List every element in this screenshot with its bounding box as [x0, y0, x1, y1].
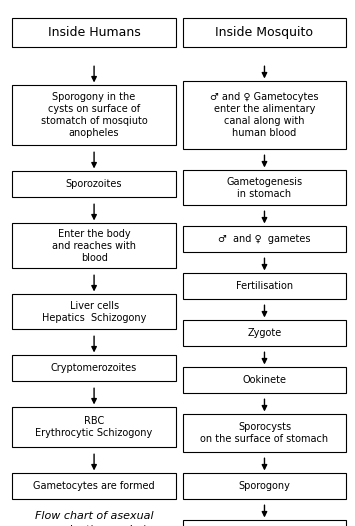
- FancyBboxPatch shape: [183, 274, 346, 299]
- Text: Enter the body
and reaches with
blood: Enter the body and reaches with blood: [52, 229, 136, 263]
- FancyBboxPatch shape: [12, 171, 176, 197]
- Text: ♂ and ♀ Gametocytes
enter the alimentary
canal along with
human blood: ♂ and ♀ Gametocytes enter the alimentary…: [210, 93, 319, 138]
- Text: Flow chart of asexual
reproduction cycle in
human body: Flow chart of asexual reproduction cycle…: [35, 511, 153, 526]
- FancyBboxPatch shape: [183, 170, 346, 205]
- FancyBboxPatch shape: [183, 82, 346, 149]
- Text: Inside Humans: Inside Humans: [48, 26, 141, 39]
- FancyBboxPatch shape: [183, 226, 346, 252]
- Text: Cryptomerozoites: Cryptomerozoites: [51, 363, 137, 373]
- FancyBboxPatch shape: [183, 367, 346, 393]
- FancyBboxPatch shape: [183, 414, 346, 452]
- FancyBboxPatch shape: [12, 356, 176, 381]
- FancyBboxPatch shape: [12, 295, 176, 329]
- FancyBboxPatch shape: [12, 407, 176, 447]
- Text: Inside Mosquito: Inside Mosquito: [215, 26, 313, 39]
- Text: RBC
Erythrocytic Schizogony: RBC Erythrocytic Schizogony: [36, 417, 153, 438]
- FancyBboxPatch shape: [183, 520, 346, 526]
- Text: Sporozoites: Sporozoites: [66, 179, 122, 189]
- FancyBboxPatch shape: [12, 224, 176, 268]
- Text: Fertilisation: Fertilisation: [236, 281, 293, 291]
- Text: ♂  and ♀  gametes: ♂ and ♀ gametes: [218, 235, 311, 245]
- Text: Liver cells
Hepatics  Schizogony: Liver cells Hepatics Schizogony: [42, 301, 146, 323]
- Text: Gametogenesis
in stomach: Gametogenesis in stomach: [226, 177, 302, 199]
- Text: Sporocysts
on the surface of stomach: Sporocysts on the surface of stomach: [201, 422, 328, 444]
- FancyBboxPatch shape: [183, 473, 346, 499]
- Text: Sporogony: Sporogony: [239, 481, 290, 491]
- FancyBboxPatch shape: [12, 85, 176, 145]
- Text: Zygote: Zygote: [247, 328, 282, 338]
- Text: Ookinete: Ookinete: [242, 376, 286, 386]
- FancyBboxPatch shape: [183, 320, 346, 346]
- FancyBboxPatch shape: [183, 18, 346, 47]
- Text: Gametocytes are formed: Gametocytes are formed: [33, 481, 155, 491]
- FancyBboxPatch shape: [12, 473, 176, 499]
- Text: Sporogony in the
cysts on surface of
stomatch of mosqiuto
anopheles: Sporogony in the cysts on surface of sto…: [41, 93, 147, 138]
- FancyBboxPatch shape: [12, 18, 176, 47]
